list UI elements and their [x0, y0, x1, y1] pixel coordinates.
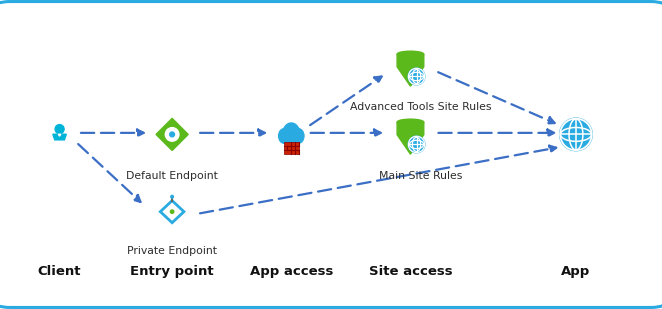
- Ellipse shape: [283, 123, 300, 145]
- Ellipse shape: [559, 118, 592, 151]
- Polygon shape: [58, 134, 61, 136]
- Text: Advanced Tools Site Rules: Advanced Tools Site Rules: [350, 102, 491, 112]
- Ellipse shape: [279, 129, 291, 143]
- Ellipse shape: [55, 125, 64, 133]
- Ellipse shape: [170, 210, 174, 214]
- Polygon shape: [156, 118, 188, 150]
- Ellipse shape: [166, 128, 179, 141]
- Ellipse shape: [397, 51, 424, 57]
- FancyBboxPatch shape: [283, 142, 299, 154]
- Ellipse shape: [408, 68, 425, 85]
- Polygon shape: [397, 122, 424, 154]
- Text: App access: App access: [250, 265, 333, 278]
- Text: Main Site Rules: Main Site Rules: [379, 171, 462, 181]
- Ellipse shape: [292, 129, 304, 143]
- Text: Private Endpoint: Private Endpoint: [127, 246, 217, 256]
- Ellipse shape: [287, 140, 296, 149]
- Ellipse shape: [169, 132, 175, 137]
- Ellipse shape: [397, 119, 424, 125]
- Text: Site access: Site access: [369, 265, 452, 278]
- Polygon shape: [53, 134, 66, 140]
- Ellipse shape: [171, 195, 173, 198]
- Text: App: App: [561, 265, 591, 278]
- Polygon shape: [397, 54, 424, 86]
- Text: Entry point: Entry point: [130, 265, 214, 278]
- Ellipse shape: [408, 136, 425, 153]
- Text: Default Endpoint: Default Endpoint: [126, 171, 218, 181]
- Text: Client: Client: [38, 265, 81, 278]
